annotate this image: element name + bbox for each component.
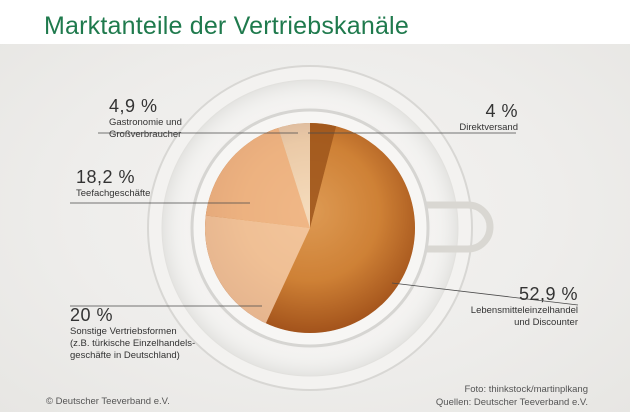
label-lebensmittel-line2: und Discounter xyxy=(514,317,578,328)
label-sonstige-line3: geschäfte in Deutschland) xyxy=(70,350,180,361)
leader-lebensmittel xyxy=(391,282,579,306)
slice-direktversand xyxy=(310,123,337,228)
slice-sonstige xyxy=(205,215,310,324)
label-direktversand-value: 4 % xyxy=(485,101,518,121)
label-lebensmittel-line1: Lebensmitteleinzelhandel xyxy=(470,305,578,316)
label-gastronomie: 4,9 % Gastronomie und Großverbraucher xyxy=(109,96,182,141)
label-sonstige-line2: (z.B. türkische Einzelhandels- xyxy=(70,338,196,349)
photo-credit: Foto: thinkstock/martinplkang xyxy=(464,384,588,395)
label-lebensmittel-value: 52,9 % xyxy=(518,284,578,304)
label-sonstige: 20 % Sonstige Vertriebsformen (z.B. türk… xyxy=(70,305,195,362)
slice-lebensmittel xyxy=(265,126,415,333)
label-gastronomie-line1: Gastronomie und xyxy=(109,117,182,128)
label-lebensmittel: 52,9 % Lebensmitteleinzelhandel und Disc… xyxy=(471,284,578,329)
label-gastronomie-line2: Großverbraucher xyxy=(109,129,182,140)
label-teefach-value: 18,2 % xyxy=(76,167,136,187)
chart-title: Marktanteile der Vertriebskanäle xyxy=(44,12,409,40)
leader-lines xyxy=(70,132,579,307)
label-direktversand: 4 % Direktversand xyxy=(459,101,518,134)
label-sonstige-line1: Sonstige Vertriebsformen xyxy=(70,326,177,337)
source-credit: Quellen: Deutscher Teeverband e.V. xyxy=(435,397,588,408)
label-direktversand-line1: Direktversand xyxy=(459,122,518,133)
copyright-note: © Deutscher Teeverband e.V. xyxy=(46,396,170,407)
label-gastronomie-value: 4,9 % xyxy=(109,96,158,116)
label-sonstige-value: 20 % xyxy=(70,305,114,325)
label-teefach-line1: Teefachgeschäfte xyxy=(76,188,151,199)
slice-gastronomie xyxy=(278,123,310,228)
pie-slices xyxy=(205,123,415,333)
label-teefachgeschaefte: 18,2 % Teefachgeschäfte xyxy=(76,167,150,200)
